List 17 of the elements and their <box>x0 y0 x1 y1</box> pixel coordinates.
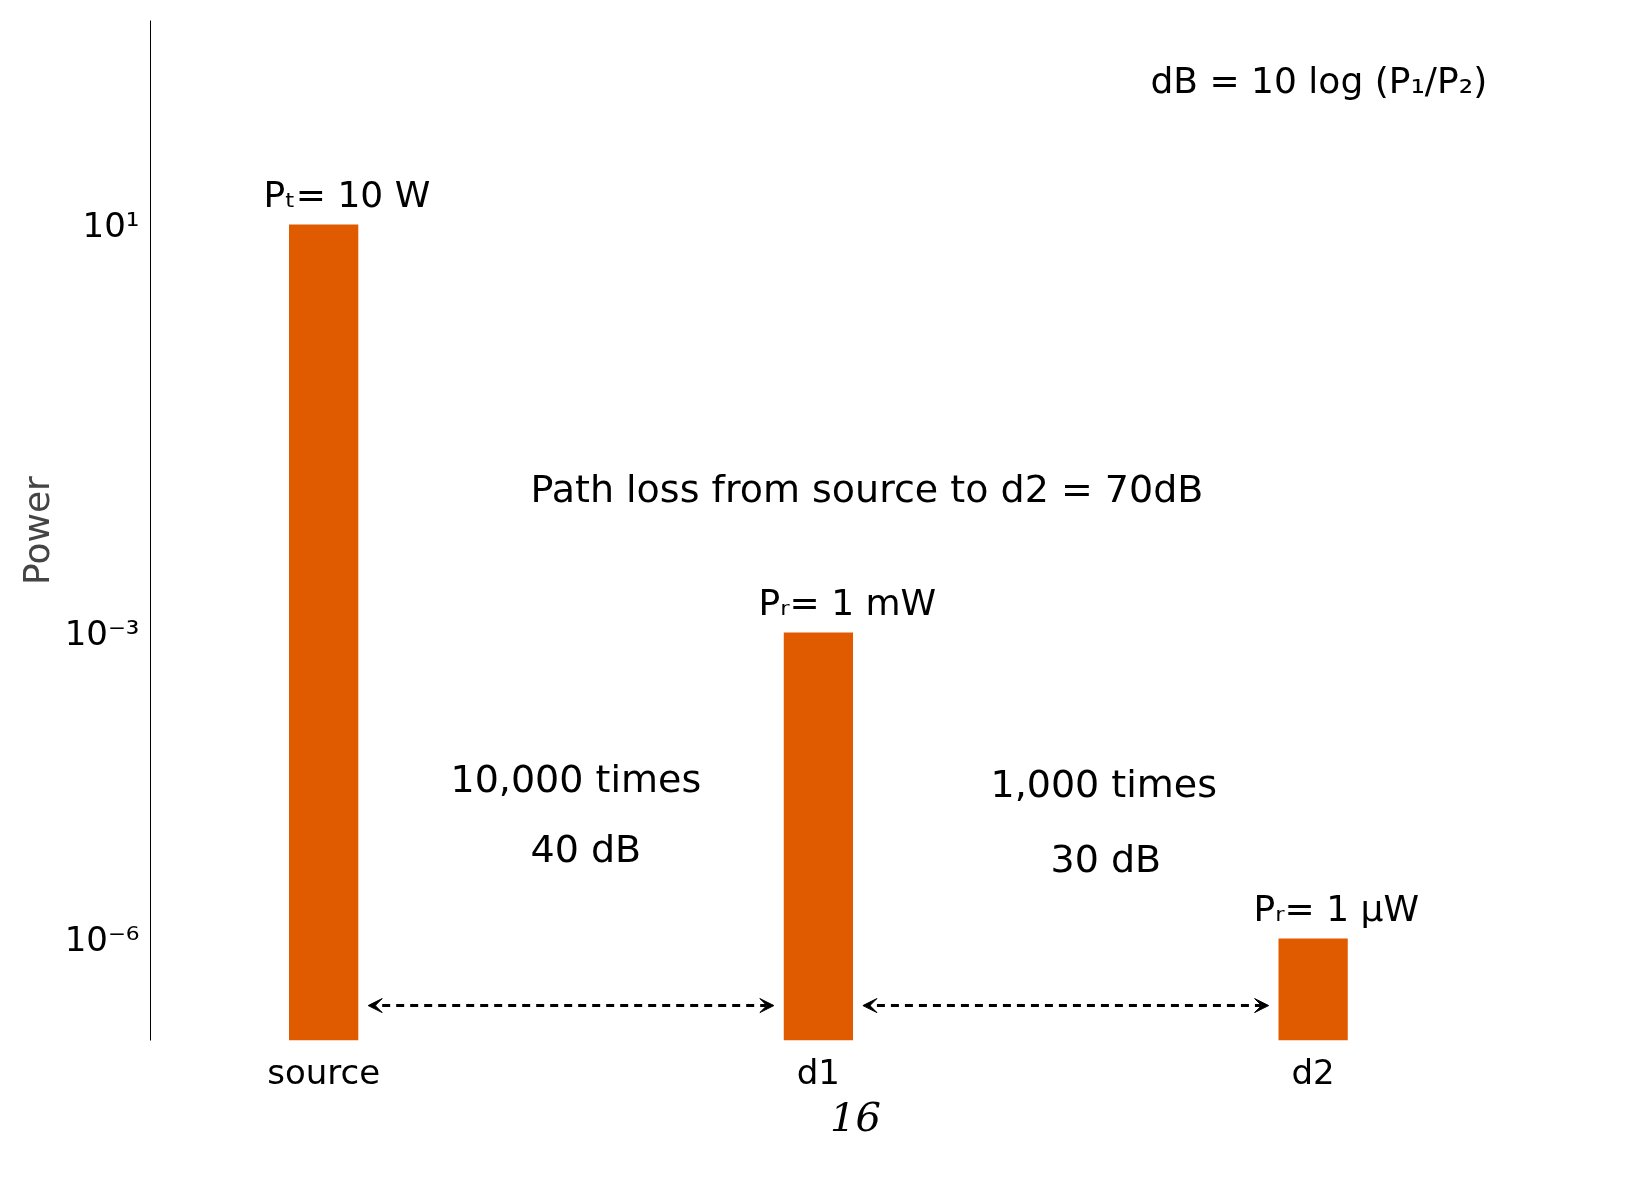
annotation: Pᵣ= 1 mW <box>758 581 937 623</box>
x-tick-label: source <box>267 1051 381 1092</box>
annotation: 1,000 times <box>990 761 1218 806</box>
y-tick-label: 10¹ <box>82 204 140 245</box>
x-tick-label: d2 <box>1291 1051 1335 1092</box>
annotation: Pᵣ= 1 µW <box>1253 887 1419 929</box>
annotation: 30 dB <box>1050 836 1162 881</box>
annotation: 40 dB <box>530 826 642 871</box>
y-tick-label: 10⁻⁶ <box>64 918 140 959</box>
text: 16 <box>830 1093 881 1140</box>
y-axis-title: Power <box>15 475 57 585</box>
y-tick-label: 10⁻³ <box>64 612 140 653</box>
annotation: dB = 10 log (P₁/P₂) <box>1150 59 1488 101</box>
annotation: 10,000 times <box>450 756 702 801</box>
x-tick-label: d1 <box>796 1051 841 1092</box>
annotation: Pₜ= 10 W <box>263 173 431 215</box>
annotation: Path loss from source to d2 = 70dB <box>530 466 1204 511</box>
